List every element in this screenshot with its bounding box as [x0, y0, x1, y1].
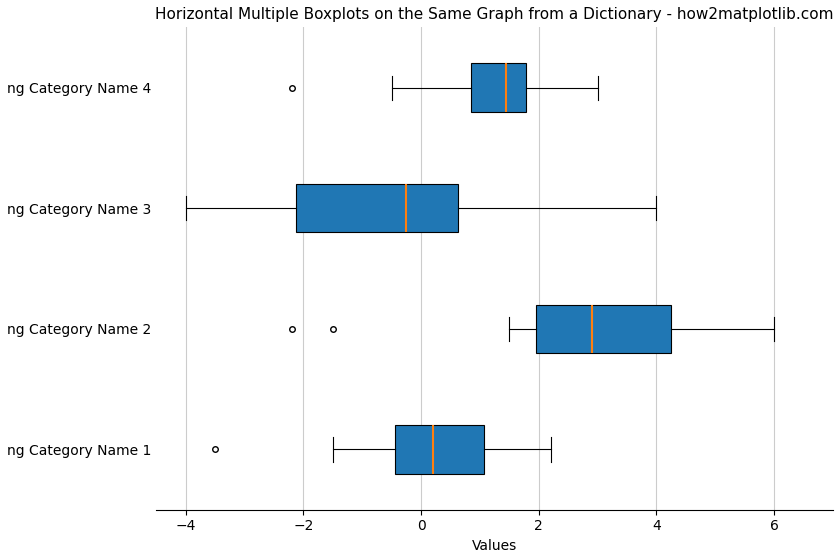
- Title: Horizontal Multiple Boxplots on the Same Graph from a Dictionary - how2matplotli: Horizontal Multiple Boxplots on the Same…: [155, 7, 834, 22]
- PathPatch shape: [471, 63, 526, 111]
- PathPatch shape: [296, 184, 458, 232]
- X-axis label: Values: Values: [472, 539, 517, 553]
- PathPatch shape: [395, 426, 485, 474]
- PathPatch shape: [536, 305, 671, 353]
